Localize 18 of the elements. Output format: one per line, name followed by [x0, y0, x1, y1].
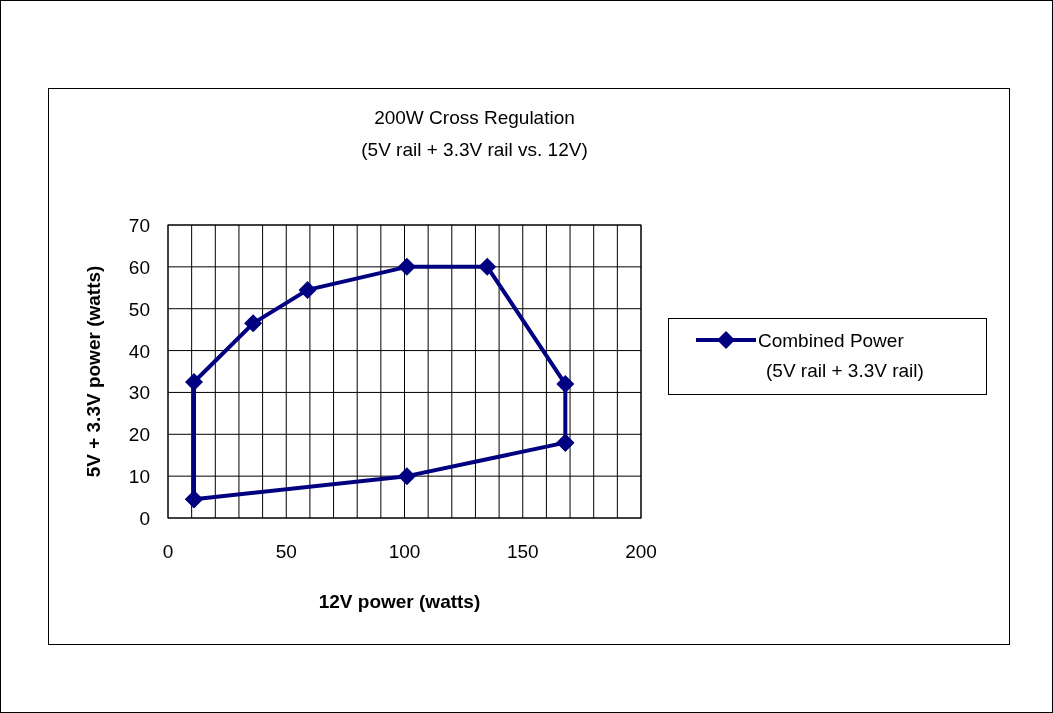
x-tick-label: 0: [162, 541, 174, 562]
chart-subtitle: (5V rail + 3.3V rail vs. 12V): [361, 139, 588, 160]
y-tick-label: 30: [128, 382, 150, 404]
chart-title: 200W Cross Regulation: [374, 107, 575, 128]
y-tick-label: 50: [128, 298, 150, 320]
y-tick-label: 40: [128, 340, 150, 362]
y-tick-label: 60: [128, 256, 150, 278]
y-tick-label: 0: [139, 508, 150, 529]
x-tick-label: 200: [625, 541, 657, 562]
x-tick-label: 50: [275, 541, 297, 562]
y-axis-title: 5V + 3.3V power (watts): [83, 265, 104, 478]
y-tick-label: 10: [128, 466, 150, 488]
x-tick-label: 100: [388, 541, 421, 562]
y-tick-label: 70: [128, 215, 150, 236]
legend-label: Combined Power (5V rail + 3.3V rail): [758, 330, 924, 381]
x-axis-title: 12V power (watts): [318, 591, 481, 612]
x-tick-label: 150: [506, 541, 539, 562]
y-tick-label: 20: [128, 424, 150, 446]
